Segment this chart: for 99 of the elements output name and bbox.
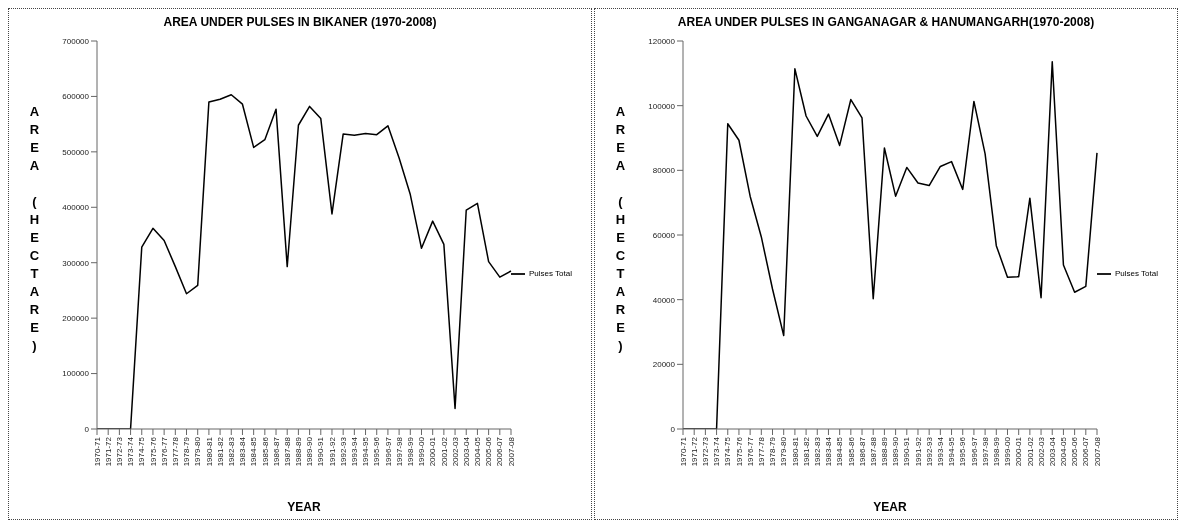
x-tick-label: 1987-88: [868, 436, 878, 467]
y-tick-label: 80000: [652, 166, 676, 176]
x-tick-label: 1986-87: [271, 436, 281, 467]
x-tick-label: 1971-72: [103, 436, 113, 467]
x-tick-label: 1981-82: [215, 436, 225, 467]
y-tick-label: 40000: [652, 295, 676, 305]
x-tick-label: 1990-91: [316, 436, 326, 467]
y-tick-label: 400000: [62, 203, 90, 213]
x-tick-label: 1973-74: [126, 436, 136, 467]
x-tick-label: 1987-88: [282, 436, 292, 467]
chart-title: AREA UNDER PULSES IN BIKANER (1970-2008): [162, 15, 438, 31]
y-tick-label: 300000: [62, 258, 90, 268]
x-tick-label: 2000-01: [1014, 436, 1024, 467]
x-tick-label: 2005-06: [484, 436, 494, 467]
x-axis-title: YEAR: [287, 500, 321, 514]
x-tick-label: 1973-74: [712, 436, 722, 467]
x-tick-label: 1971-72: [689, 436, 699, 467]
x-tick-label: 1990-91: [902, 436, 912, 467]
x-tick-label: 1977-78: [757, 436, 766, 467]
x-tick-label: 2003-04: [1047, 436, 1057, 467]
x-tick-label: 1984-85: [835, 436, 845, 467]
x-tick-label: 1980-81: [790, 436, 800, 467]
x-tick-label: 1983-84: [238, 436, 248, 467]
x-tick-label: 2004-05: [473, 436, 483, 467]
x-tick-label: 1991-92: [327, 436, 337, 467]
x-tick-label: 1997-98: [980, 436, 990, 467]
x-axis-title: YEAR: [873, 500, 907, 514]
y-tick-label: 700000: [62, 36, 90, 46]
x-tick-label: 1972-73: [115, 436, 125, 467]
x-tick-label: 2006-07: [495, 436, 505, 467]
x-tick-label: 1999-00: [1003, 436, 1013, 467]
x-tick-label: 1970-71: [678, 436, 688, 467]
x-tick-label: 1988-89: [294, 436, 304, 467]
x-tick-label: 2007-08: [1092, 436, 1102, 467]
chart-title: AREA UNDER PULSES IN GANGANAGAR & HANUMANGARH(1970-2008): [676, 15, 1096, 31]
x-tick-label: 1984-85: [249, 436, 259, 467]
x-tick-label: 1982-83: [812, 436, 822, 467]
x-tick-label: 1994-95: [361, 436, 371, 467]
x-tick-label: 1981-82: [801, 436, 811, 467]
legend-label: Pulses Total: [1115, 269, 1158, 279]
x-tick-label: 1985-86: [846, 436, 856, 467]
x-tick-label: 1993-94: [936, 436, 946, 467]
x-tick-label: 1996-97: [383, 436, 393, 467]
x-tick-label: 1972-73: [701, 436, 711, 467]
x-tick-label: 1988-89: [880, 436, 890, 467]
y-tick-label: 200000: [62, 313, 90, 323]
x-tick-label: 2004-05: [1059, 436, 1069, 467]
y-tick-label: 20000: [652, 360, 676, 370]
x-tick-label: 1993-94: [350, 436, 360, 467]
x-tick-label: 1975-76: [148, 436, 158, 467]
x-tick-label: 1997-98: [394, 436, 404, 467]
y-tick-label: 100000: [62, 369, 90, 379]
x-tick-label: 1998-99: [991, 436, 1001, 467]
x-tick-label: 1979-80: [193, 436, 203, 467]
x-tick-label: 1996-97: [969, 436, 979, 467]
x-tick-label: 2002-03: [450, 436, 460, 467]
x-tick-label: 1995-96: [372, 436, 382, 467]
y-tick-label: 500000: [62, 147, 90, 157]
y-axis-title: AREA (HECTARE): [27, 104, 42, 356]
x-tick-label: 1994-95: [947, 436, 957, 467]
x-tick-label: 1970-71: [92, 436, 102, 467]
x-tick-label: 1974-75: [723, 436, 733, 467]
x-tick-label: 1979-80: [779, 436, 789, 467]
y-tick-label: 600000: [62, 92, 90, 102]
x-tick-label: 1980-81: [204, 436, 214, 467]
x-tick-label: 1992-93: [924, 436, 934, 467]
x-tick-label: 1978-79: [768, 436, 778, 467]
x-tick-label: 1976-77: [159, 436, 169, 467]
y-tick-label: 0: [670, 424, 676, 434]
legend-label: Pulses Total: [529, 269, 572, 279]
x-tick-label: 1995-96: [958, 436, 968, 467]
x-tick-label: 1974-75: [137, 436, 147, 467]
x-tick-label: 2000-01: [428, 436, 438, 467]
y-axis-title: AREA (HECTARE): [613, 104, 628, 356]
x-tick-label: 1999-00: [417, 436, 427, 467]
x-tick-label: 1992-93: [338, 436, 348, 467]
x-tick-label: 2001-02: [1025, 436, 1035, 467]
y-tick-label: 100000: [648, 101, 676, 111]
x-tick-label: 1986-87: [857, 436, 867, 467]
x-tick-label: 2006-07: [1081, 436, 1091, 467]
y-tick-label: 60000: [652, 230, 676, 240]
x-tick-label: 2001-02: [439, 436, 449, 467]
x-tick-label: 1989-90: [891, 436, 901, 467]
x-tick-label: 1989-90: [305, 436, 315, 467]
y-tick-label: 0: [84, 424, 90, 434]
x-tick-label: 1998-99: [405, 436, 415, 467]
x-tick-label: 2007-08: [506, 436, 516, 467]
x-tick-label: 1983-84: [824, 436, 834, 467]
x-tick-label: 2002-03: [1036, 436, 1046, 467]
x-tick-label: 1985-86: [260, 436, 270, 467]
x-tick-label: 2005-06: [1070, 436, 1080, 467]
x-tick-label: 1977-78: [171, 436, 180, 467]
x-tick-label: 1976-77: [745, 436, 755, 467]
x-tick-label: 1975-76: [734, 436, 744, 467]
x-tick-label: 1978-79: [182, 436, 192, 467]
x-tick-label: 1991-92: [913, 436, 923, 467]
y-tick-label: 120000: [648, 36, 676, 46]
x-tick-label: 2003-04: [461, 436, 471, 467]
x-tick-label: 1982-83: [226, 436, 236, 467]
